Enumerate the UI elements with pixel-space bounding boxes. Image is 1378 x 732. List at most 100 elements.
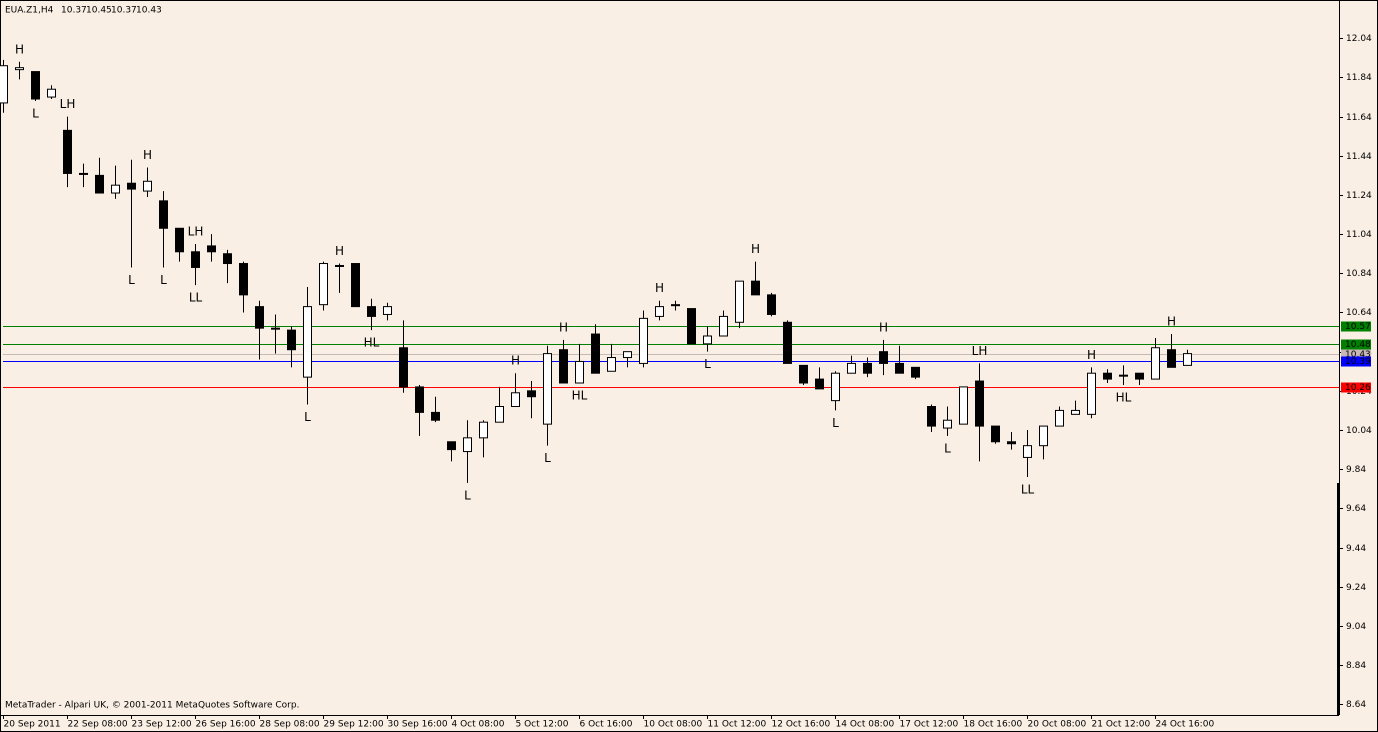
x-tick-label: 17 Oct 12:00 bbox=[900, 720, 959, 730]
candle-body bbox=[1151, 347, 1160, 380]
level-label: 10.43 bbox=[1345, 350, 1371, 360]
candle-body bbox=[127, 182, 136, 190]
pattern-label: HL bbox=[572, 389, 588, 403]
pattern-label: H bbox=[143, 148, 152, 162]
level-label: 10.26 bbox=[1345, 383, 1371, 393]
candle-body bbox=[351, 263, 360, 308]
x-tick-label: 29 Sep 12:00 bbox=[324, 720, 384, 730]
y-tick-label: 12.04 bbox=[1346, 34, 1372, 44]
candle-body bbox=[559, 349, 568, 384]
candle-body bbox=[831, 372, 840, 402]
y-tick-label: 9.24 bbox=[1346, 583, 1366, 593]
pattern-label: H bbox=[559, 320, 568, 334]
header-low: 10.37 bbox=[111, 6, 137, 16]
candle-body bbox=[319, 263, 328, 306]
candle-body bbox=[63, 129, 72, 174]
candle-body bbox=[1039, 425, 1048, 447]
y-tick-label: 10.84 bbox=[1346, 269, 1372, 279]
pattern-label: L bbox=[832, 416, 839, 430]
header-high: 10.45 bbox=[86, 6, 112, 16]
x-tick-label: 22 Sep 08:00 bbox=[68, 720, 128, 730]
candle-body bbox=[287, 329, 296, 351]
y-tick-label: 11.64 bbox=[1346, 113, 1372, 123]
x-tick-label: 21 Oct 12:00 bbox=[1092, 720, 1151, 730]
candle-body bbox=[399, 347, 408, 388]
x-tick-label: 11 Oct 12:00 bbox=[708, 720, 767, 730]
pattern-label: HL bbox=[364, 336, 380, 350]
candle-body bbox=[1183, 353, 1192, 366]
candle-body bbox=[511, 392, 520, 408]
y-tick-label: 10.04 bbox=[1346, 426, 1372, 436]
y-tick-label: 9.84 bbox=[1346, 465, 1366, 475]
candle-body bbox=[447, 441, 456, 451]
candle-body bbox=[639, 317, 648, 364]
candle-body bbox=[1135, 372, 1144, 380]
candle-body bbox=[607, 357, 616, 372]
candle-body bbox=[271, 327, 280, 330]
y-tick-label: 10.64 bbox=[1346, 308, 1372, 318]
pattern-label: L bbox=[32, 106, 39, 120]
candle-body bbox=[879, 351, 888, 364]
pattern-label: H bbox=[751, 242, 760, 256]
header-close: 10.43 bbox=[136, 6, 162, 16]
pattern-label: L bbox=[544, 451, 551, 465]
pattern-label: L bbox=[944, 441, 951, 455]
candle-body bbox=[95, 174, 104, 194]
x-tick-label: 5 Oct 12:00 bbox=[516, 720, 569, 730]
candle-body bbox=[895, 362, 904, 374]
pattern-label: H bbox=[1167, 315, 1176, 329]
pattern-label: H bbox=[1087, 348, 1096, 362]
candle-body bbox=[79, 172, 88, 175]
pattern-label: L bbox=[160, 273, 167, 287]
candle-body bbox=[847, 362, 856, 374]
candle-body bbox=[0, 65, 8, 104]
pattern-label: L bbox=[128, 273, 135, 287]
candle-body bbox=[207, 245, 216, 253]
candle-body bbox=[463, 437, 472, 453]
level-label: 10.57 bbox=[1345, 322, 1371, 332]
x-tick-label: 26 Sep 16:00 bbox=[196, 720, 256, 730]
candle-body bbox=[223, 253, 232, 265]
candle-body bbox=[1087, 372, 1096, 415]
candle-body bbox=[991, 425, 1000, 443]
candle-body bbox=[1119, 374, 1128, 377]
scroll-marker bbox=[1337, 483, 1340, 715]
pattern-label: H bbox=[879, 320, 888, 334]
candle-body bbox=[943, 419, 952, 429]
level-box bbox=[1341, 321, 1371, 332]
candle-body bbox=[735, 280, 744, 323]
candle-body bbox=[255, 306, 264, 329]
y-tick-label: 11.24 bbox=[1346, 191, 1372, 201]
candle-body bbox=[479, 421, 488, 439]
candle-body bbox=[527, 390, 536, 398]
header-open: 10.37 bbox=[61, 6, 87, 16]
level-box bbox=[1341, 349, 1371, 360]
candle-body bbox=[31, 71, 40, 100]
pattern-label: L bbox=[704, 357, 711, 371]
candle-body bbox=[1167, 349, 1176, 368]
pattern-label: L bbox=[464, 488, 471, 502]
candle-body bbox=[143, 180, 152, 192]
pattern-label: H bbox=[511, 354, 520, 368]
candle-body bbox=[1007, 441, 1016, 445]
candle-body bbox=[751, 280, 760, 296]
candle-body bbox=[719, 315, 728, 337]
candle-body bbox=[975, 380, 984, 427]
candle-body bbox=[783, 321, 792, 364]
pattern-label: LL bbox=[1021, 483, 1035, 497]
candle-body bbox=[15, 67, 24, 71]
level-label: 10.39 bbox=[1345, 357, 1371, 367]
pattern-label: HL bbox=[1116, 390, 1132, 404]
candle-body bbox=[703, 335, 712, 345]
candle-body bbox=[927, 406, 936, 427]
x-tick-label: 6 Oct 16:00 bbox=[580, 720, 633, 730]
pattern-label: L bbox=[304, 410, 311, 424]
x-tick-label: 10 Oct 08:00 bbox=[644, 720, 703, 730]
y-tick-label: 11.04 bbox=[1346, 230, 1372, 240]
y-tick-label: 9.64 bbox=[1346, 504, 1366, 514]
candle-body bbox=[575, 360, 584, 384]
candle-body bbox=[767, 294, 776, 315]
footer: MetaTrader - Alpari UK, © 2001-2011 Meta… bbox=[5, 701, 299, 711]
